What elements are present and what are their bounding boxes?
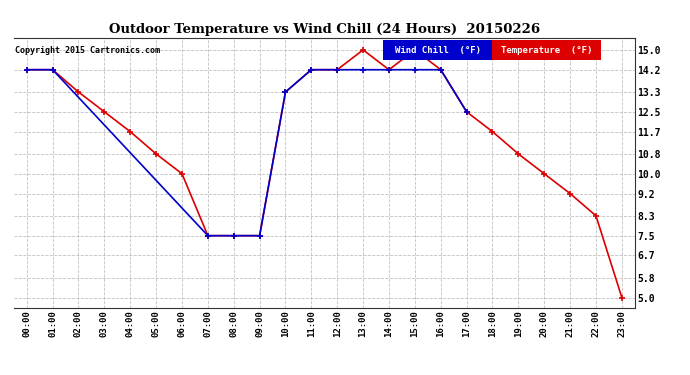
FancyBboxPatch shape [384,40,492,60]
Text: Temperature  (°F): Temperature (°F) [501,46,592,55]
Text: Wind Chill  (°F): Wind Chill (°F) [395,46,481,55]
FancyBboxPatch shape [492,40,601,60]
Text: Copyright 2015 Cartronics.com: Copyright 2015 Cartronics.com [15,46,160,55]
Title: Outdoor Temperature vs Wind Chill (24 Hours)  20150226: Outdoor Temperature vs Wind Chill (24 Ho… [109,23,540,36]
